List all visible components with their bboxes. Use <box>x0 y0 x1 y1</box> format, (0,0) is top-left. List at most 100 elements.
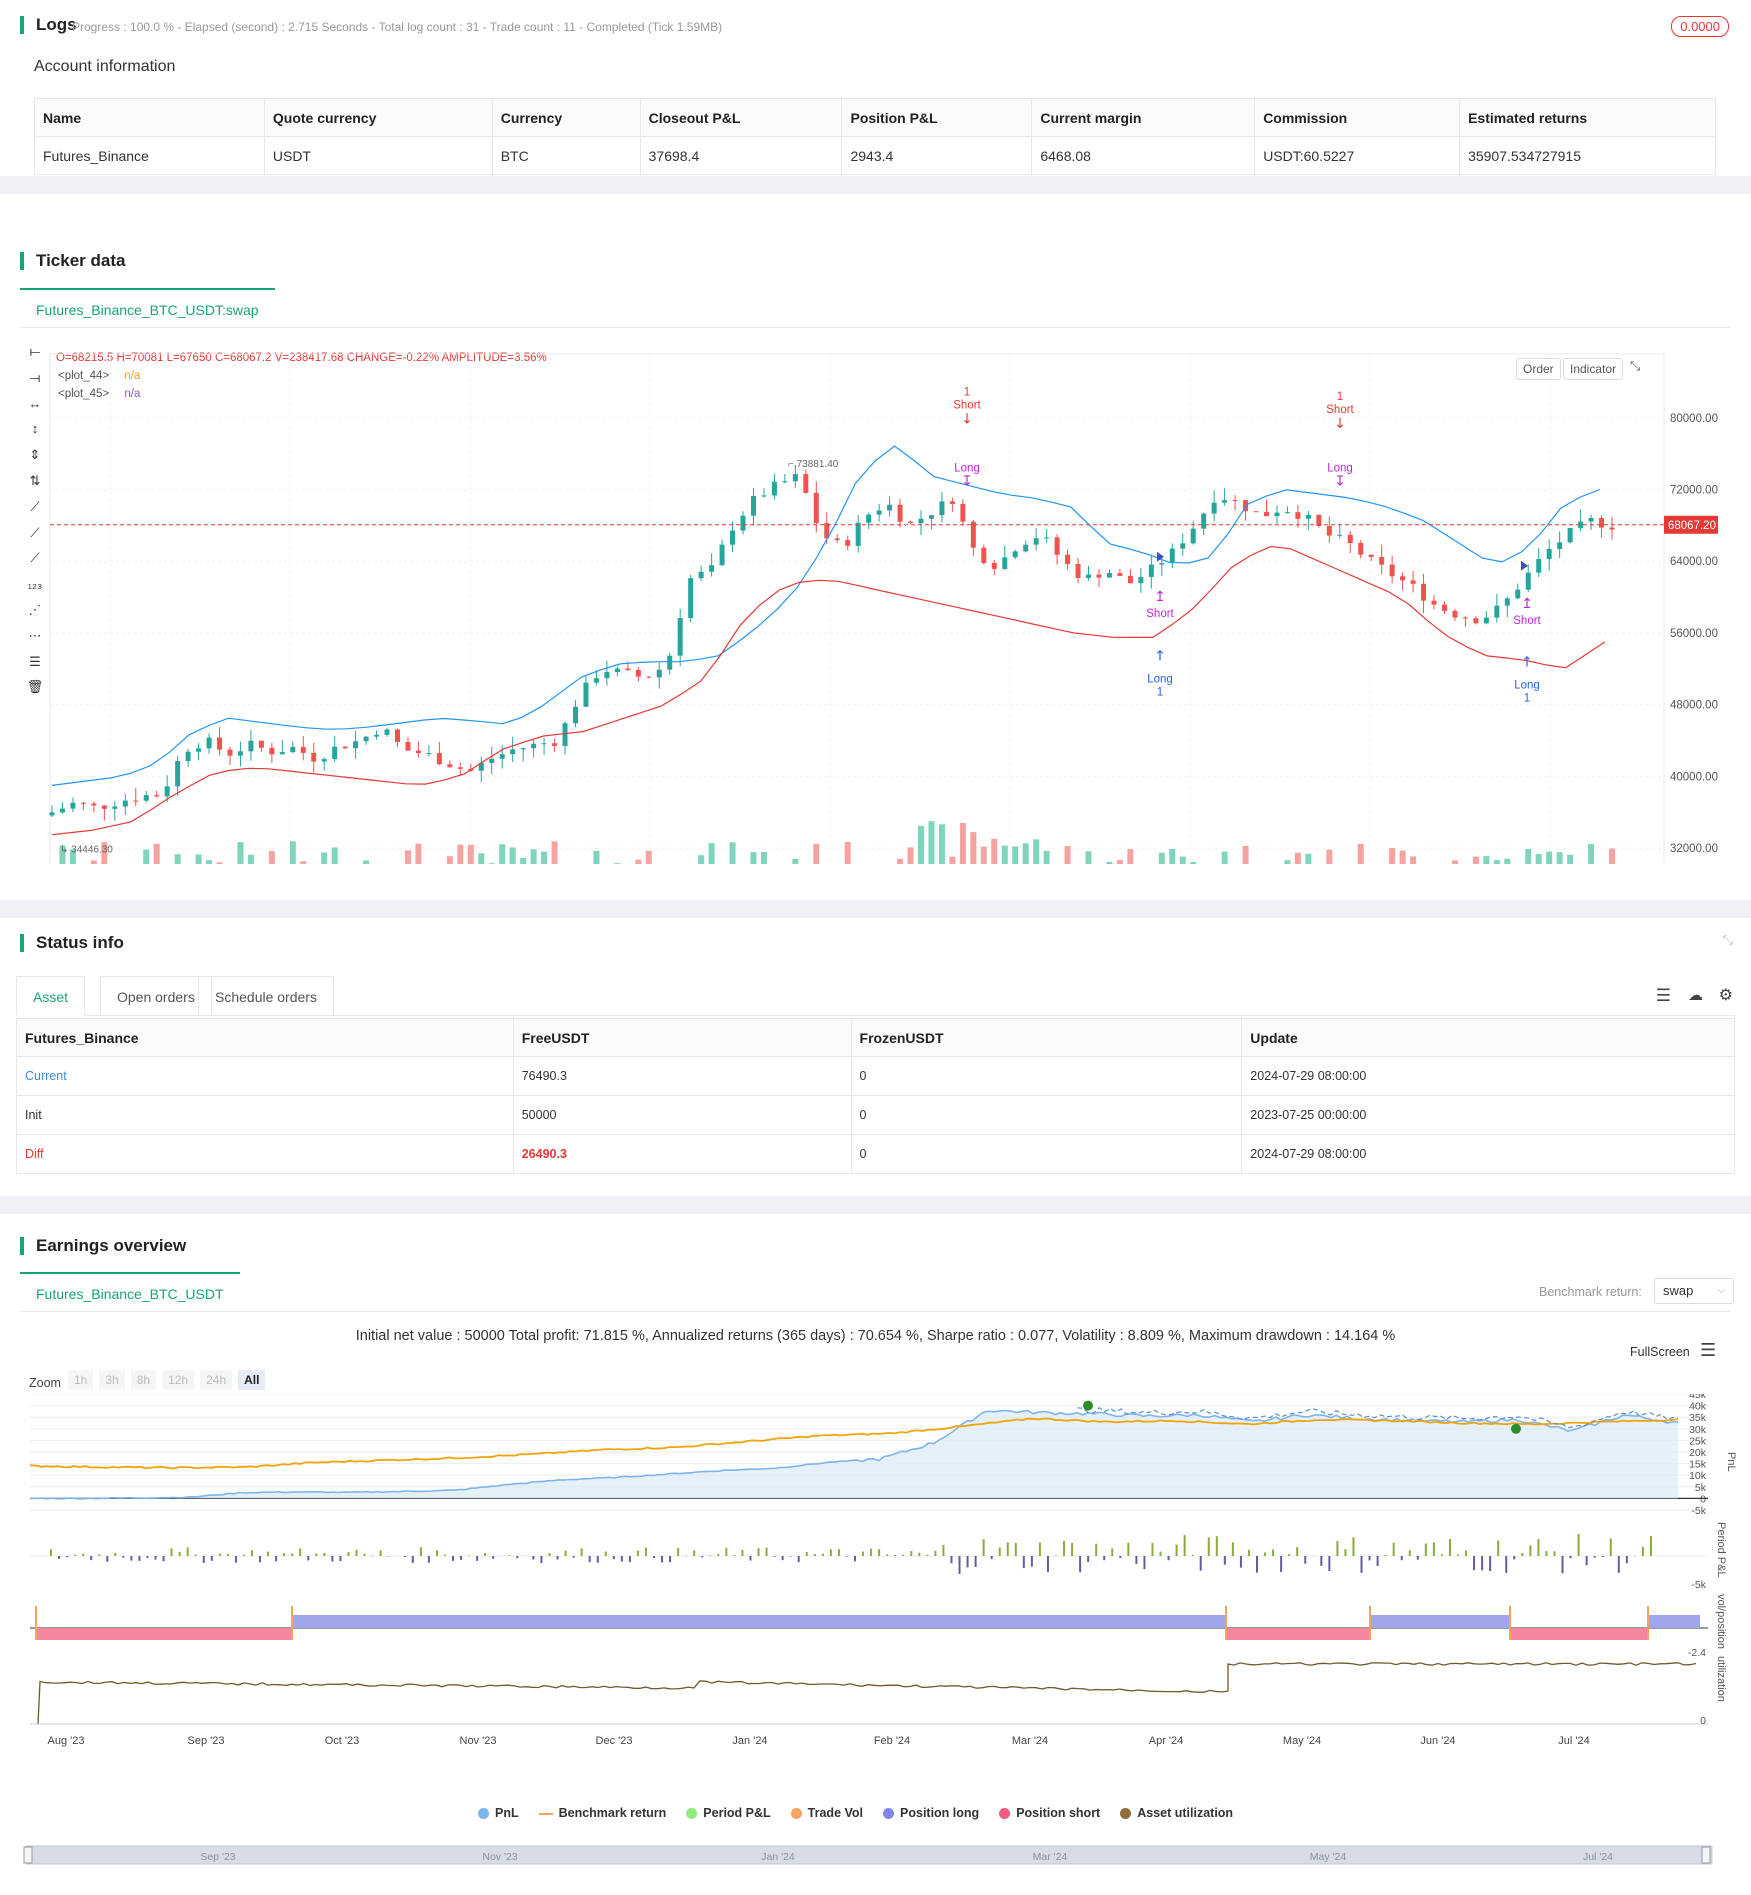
tab-asset[interactable]: Asset <box>16 976 86 1016</box>
status-cell[interactable]: Current <box>16 1056 514 1096</box>
indicator-button[interactable]: Indicator <box>1563 358 1624 380</box>
candle-body[interactable] <box>1180 543 1186 549</box>
candle-body[interactable] <box>1578 521 1584 528</box>
candle-body[interactable] <box>593 678 599 683</box>
zoom-8h-button[interactable]: 8h <box>130 1370 157 1390</box>
candle-body[interactable] <box>499 754 505 759</box>
candle-body[interactable] <box>91 803 97 806</box>
candle-body[interactable] <box>1389 564 1395 577</box>
candle-body[interactable] <box>520 748 526 750</box>
candle-body[interactable] <box>80 802 86 804</box>
vertical-line-icon[interactable]: ↕ <box>31 421 39 437</box>
candle-body[interactable] <box>1201 513 1207 529</box>
candle-body[interactable] <box>1337 534 1343 536</box>
candle-body[interactable] <box>227 749 233 756</box>
earnings-chart[interactable]: 45k40k35k30k25k20k15k10k5k0-5kPnL-5kPeri… <box>0 1394 1751 1864</box>
tab-earnings-symbol[interactable]: Futures_Binance_BTC_USDT <box>20 1272 240 1312</box>
candle-body[interactable] <box>1358 543 1364 555</box>
candle-body[interactable] <box>908 521 914 524</box>
legend-item[interactable]: Period P&L <box>686 1806 771 1820</box>
candle-body[interactable] <box>688 578 694 619</box>
tab-open-orders[interactable]: Open orders <box>100 976 212 1016</box>
candle-body[interactable] <box>185 751 191 762</box>
candle-body[interactable] <box>70 802 76 809</box>
vertical-segment-icon[interactable]: ⇕ <box>29 447 41 463</box>
candle-body[interactable] <box>541 743 547 745</box>
candle-body[interactable] <box>709 565 715 572</box>
candle-body[interactable] <box>1588 518 1594 522</box>
candle-body[interactable] <box>342 746 348 749</box>
candle-body[interactable] <box>290 746 296 753</box>
benchmark-select[interactable]: swap ⌵ <box>1654 1278 1734 1304</box>
candle-body[interactable] <box>122 800 128 807</box>
candle-body[interactable] <box>133 800 139 802</box>
candle-body[interactable] <box>59 808 65 813</box>
candle-body[interactable] <box>1557 542 1563 549</box>
candle-body[interactable] <box>981 547 987 564</box>
vertical-range-icon[interactable]: ⇅ <box>29 473 41 488</box>
candle-body[interactable] <box>803 474 809 493</box>
legend-item[interactable]: Benchmark return <box>538 1806 666 1820</box>
fullscreen-button[interactable]: FullScreen <box>1630 1345 1690 1359</box>
candle-body[interactable] <box>1295 512 1301 519</box>
candle-body[interactable] <box>1599 518 1605 528</box>
candle-body[interactable] <box>269 747 275 755</box>
candle-body[interactable] <box>991 563 997 569</box>
legend-item[interactable]: Position long <box>883 1806 979 1820</box>
candle-body[interactable] <box>1284 512 1290 514</box>
candle-body[interactable] <box>1462 617 1468 619</box>
candle-body[interactable] <box>572 706 578 724</box>
trend-line-icon[interactable]: ⟋ <box>30 498 40 514</box>
candle-body[interactable] <box>771 481 777 496</box>
candle-body[interactable] <box>855 522 861 546</box>
candle-body[interactable] <box>1441 604 1447 611</box>
candle-body[interactable] <box>321 759 327 762</box>
legend-item[interactable]: PnL <box>478 1806 519 1820</box>
candle-body[interactable] <box>635 670 641 677</box>
zoom-3h-button[interactable]: 3h <box>99 1370 125 1390</box>
candle-body[interactable] <box>562 723 568 746</box>
candle-body[interactable] <box>583 682 589 707</box>
candle-body[interactable] <box>552 743 558 746</box>
arrow-line-icon[interactable]: ⟋ <box>30 550 40 566</box>
candle-body[interactable] <box>1347 534 1353 544</box>
hamburger-icon[interactable]: ☰ <box>1700 1340 1717 1360</box>
candle-body[interactable] <box>887 504 893 511</box>
candle-body[interactable] <box>646 676 652 678</box>
candle-body[interactable] <box>677 618 683 656</box>
candle-body[interactable] <box>248 740 254 752</box>
zoom-12h-button[interactable]: 12h <box>162 1370 195 1390</box>
candle-body[interactable] <box>730 530 736 545</box>
candle-body[interactable] <box>1525 572 1531 590</box>
trash-icon[interactable]: 🗑 <box>26 679 44 695</box>
candle-body[interactable] <box>405 742 411 751</box>
candle-body[interactable] <box>1106 573 1112 578</box>
candle-body[interactable] <box>49 812 55 816</box>
candle-body[interactable] <box>1379 556 1385 565</box>
candle-body[interactable] <box>1065 554 1071 564</box>
legend-item[interactable]: Position short <box>999 1806 1100 1820</box>
candle-body[interactable] <box>457 767 463 769</box>
candle-body[interactable] <box>1211 502 1217 514</box>
candle-body[interactable] <box>1546 548 1552 560</box>
candle-body[interactable] <box>1263 512 1269 517</box>
legend-item[interactable]: Asset utilization <box>1120 1806 1233 1820</box>
candle-body[interactable] <box>1127 575 1133 584</box>
candle-body[interactable] <box>1138 576 1144 584</box>
parallel-channel-icon[interactable]: ⋰ <box>28 602 42 617</box>
tab-schedule-orders[interactable]: Schedule orders <box>198 976 334 1016</box>
candle-body[interactable] <box>1169 548 1175 564</box>
candle-body[interactable] <box>813 492 819 524</box>
legend-item[interactable]: Trade Vol <box>790 1806 863 1820</box>
signal-short-low[interactable]: Short ↥ <box>1513 596 1541 627</box>
candle-body[interactable] <box>311 752 317 762</box>
candle-body[interactable] <box>1096 574 1102 578</box>
candle-body[interactable] <box>1368 554 1374 557</box>
candle-body[interactable] <box>1431 600 1437 605</box>
candle-body[interactable] <box>761 495 767 497</box>
candle-body[interactable] <box>447 764 453 768</box>
candle-body[interactable] <box>897 504 903 522</box>
candle-body[interactable] <box>1305 514 1311 519</box>
zoom-1h-button[interactable]: 1h <box>68 1370 94 1390</box>
